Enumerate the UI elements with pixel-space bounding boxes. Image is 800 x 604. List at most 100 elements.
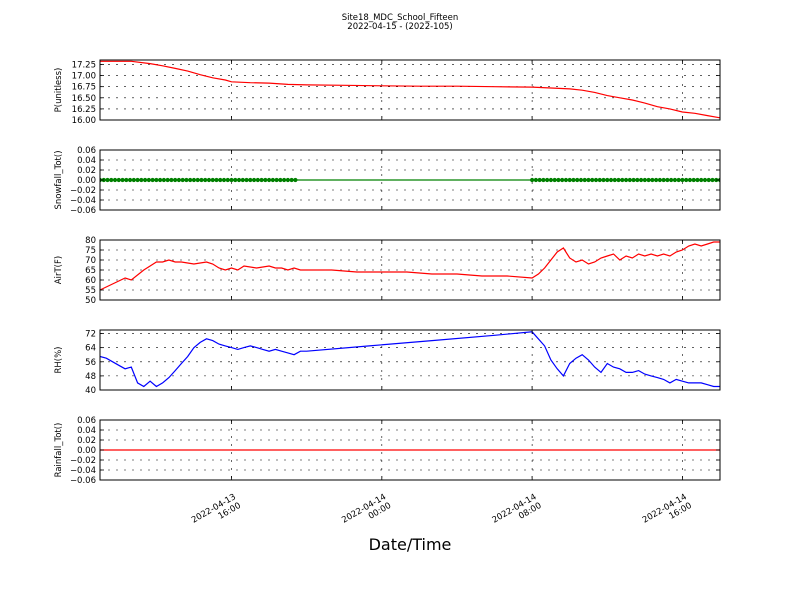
y-tick-label: 0.02 [77,436,96,446]
y-tick-label: 0.06 [77,146,96,156]
y-tick-label: 75 [85,246,96,256]
data-point [661,177,666,183]
series-line [100,241,720,291]
data-point [545,177,550,183]
data-point [605,177,610,183]
data-point [203,177,208,183]
y-tick-label: 0.00 [77,176,96,186]
x-axis-label: Date/Time [369,535,452,554]
data-point [214,177,219,183]
data-point [289,177,294,183]
data-point [112,177,118,183]
data-point [293,177,298,183]
y-tick-label: 64 [85,344,96,354]
data-point [105,177,110,183]
data-point [285,177,290,183]
data-point [139,177,144,183]
data-point [616,177,621,183]
data-point [266,177,272,183]
data-point [601,177,606,183]
y-axis-label: AirT(F) [54,256,64,284]
data-point [270,177,275,183]
y-tick-label: 60 [85,276,96,286]
y-tick-label: 56 [85,358,96,368]
y-tick-label: −0.04 [70,196,96,206]
data-point [541,177,546,183]
data-point [135,177,140,183]
y-tick-label: 55 [85,286,96,296]
data-point [229,177,234,183]
y-axis-label: Snowfall_Tot() [54,150,64,209]
data-point [567,177,572,183]
data-point [556,177,561,183]
data-point [706,177,711,183]
data-point [218,177,223,183]
panel-5: −0.06−0.04−0.020.000.020.040.06 Rainfall_… [54,416,721,486]
data-point [676,177,681,183]
y-tick-label: 16.50 [72,94,96,104]
axes-frame [99,59,721,121]
data-point [251,177,257,183]
data-point [578,177,584,183]
data-point [646,177,651,183]
data-point [206,177,212,183]
data-point [263,177,268,183]
data-point [702,177,708,183]
data-point [627,177,632,183]
data-point [657,177,662,183]
data-point [199,177,204,183]
data-point [188,177,193,183]
y-tick-label: 0.02 [77,166,96,176]
data-point [161,177,166,183]
panel-4: 40 48 56 64 72 RH(%) [54,329,721,396]
data-point [248,177,253,183]
data-point [120,177,125,183]
y-tick-label: 16.25 [72,105,96,115]
data-point [116,177,121,183]
data-point [672,177,678,183]
data-point [240,177,245,183]
data-point [552,177,557,183]
data-point [146,177,151,183]
series-line [100,331,720,388]
y-tick-label: 50 [85,296,96,306]
y-tick-label: 0.06 [77,416,96,426]
data-point [563,177,569,183]
chart-title: Site18_MDC_School_Fifteen [342,13,459,23]
y-axis-label: RH(%) [54,346,64,373]
y-tick-label: 16.75 [72,83,96,93]
data-point [582,177,587,183]
data-point [233,177,238,183]
data-point [173,177,178,183]
axes-frame [99,329,721,391]
data-point [158,177,163,183]
data-point [638,177,644,183]
y-tick-label: −0.04 [70,466,96,476]
y-tick-label: 70 [85,256,96,266]
data-point [623,177,629,183]
data-point [571,177,576,183]
data-point [221,177,227,183]
data-point [124,177,129,183]
data-point [635,177,640,183]
y-tick-label: 80 [85,236,96,246]
y-tick-label: −0.06 [70,476,96,486]
y-tick-label: −0.02 [70,186,96,196]
chart-subtitle: 2022-04-15 - (2022-105) [347,22,452,32]
axes-frame [99,239,721,301]
y-tick-label: −0.02 [70,456,96,466]
data-point [548,177,554,183]
y-tick-label: 16.00 [72,116,96,126]
data-point [590,177,595,183]
data-point [154,177,159,183]
data-point [593,177,599,183]
data-point [169,177,174,183]
data-point [259,177,264,183]
series-line [100,60,720,119]
